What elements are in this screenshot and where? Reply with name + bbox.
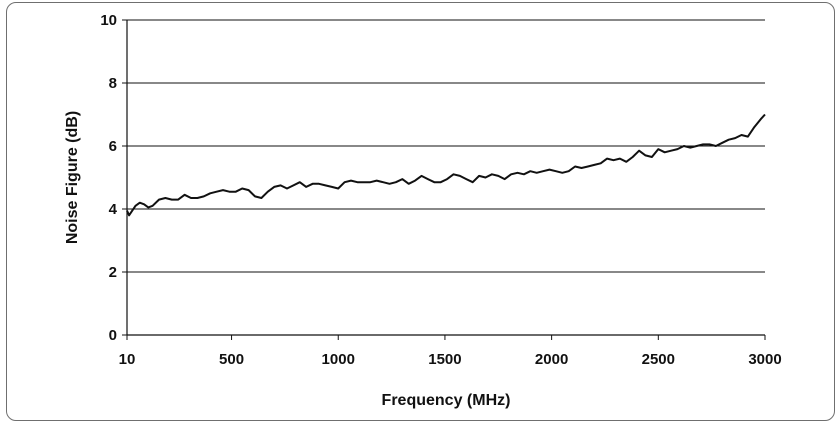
x-tick-label-1500: 1500 <box>428 351 461 368</box>
chart-frame <box>6 2 835 421</box>
y-tick-label-6: 6 <box>109 138 117 155</box>
x-tick-label-1000: 1000 <box>322 351 355 368</box>
y-axis-ticks: 0 2 4 6 8 10 <box>100 12 127 344</box>
y-tick-label-2: 2 <box>109 264 117 281</box>
y-tick-label-0: 0 <box>109 327 117 344</box>
y-tick-label-10: 10 <box>100 12 117 29</box>
series-layer <box>126 113 766 217</box>
y-tick-label-4: 4 <box>109 201 118 218</box>
x-tick-label-10: 10 <box>119 351 136 368</box>
y-tick-label-8: 8 <box>109 75 117 92</box>
x-tick-label-2500: 2500 <box>642 351 675 368</box>
x-tick-label-2000: 2000 <box>535 351 568 368</box>
x-tick-label-500: 500 <box>219 351 244 368</box>
x-axis-ticks: 10 500 1000 1500 2000 2500 3000 <box>119 335 782 368</box>
x-tick-label-3000: 3000 <box>748 351 781 368</box>
x-axis-label: Frequency (MHz) <box>382 392 511 409</box>
y-axis-label: Noise Figure (dB) <box>64 111 81 244</box>
horizontal-gridlines <box>127 19 765 273</box>
series-line-0 <box>126 113 766 217</box>
